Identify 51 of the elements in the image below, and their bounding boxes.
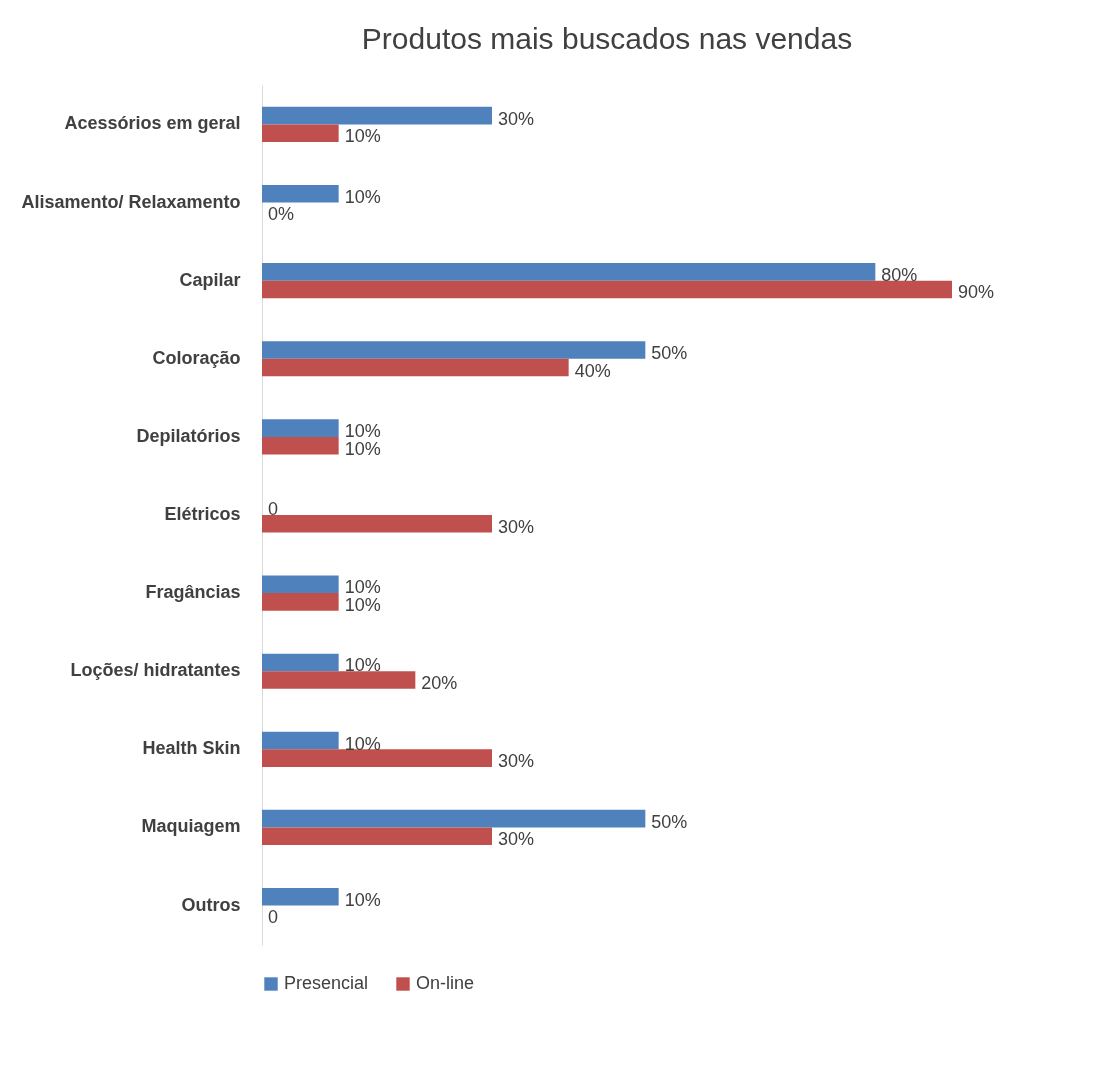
y-tick-label: Maquiagem bbox=[141, 816, 241, 837]
bar bbox=[262, 653, 339, 672]
y-tick-label: Depilatórios bbox=[136, 425, 241, 446]
bar bbox=[262, 671, 416, 689]
data-label: 10% bbox=[344, 126, 381, 147]
bar bbox=[262, 358, 569, 377]
data-label: 40% bbox=[574, 360, 611, 381]
data-label: 10% bbox=[344, 655, 381, 676]
chart-title: Produtos mais buscados nas vendas bbox=[361, 22, 853, 55]
y-tick-label: Coloração bbox=[152, 347, 241, 368]
legend-label: On-line bbox=[416, 973, 475, 993]
bar bbox=[262, 124, 339, 143]
bar bbox=[262, 749, 492, 767]
bar bbox=[262, 827, 492, 846]
data-label: 10% bbox=[344, 889, 381, 910]
y-tick-label: Alisamento/ Relaxamento bbox=[21, 191, 241, 212]
bar bbox=[262, 184, 339, 203]
data-label: 0 bbox=[268, 907, 279, 928]
data-label: 90% bbox=[958, 282, 995, 303]
legend-label: Presencial bbox=[284, 973, 369, 993]
bar bbox=[262, 341, 646, 359]
bar bbox=[262, 887, 339, 906]
data-label: 50% bbox=[651, 342, 688, 363]
data-label: 30% bbox=[498, 751, 535, 772]
bar bbox=[262, 593, 339, 611]
bar bbox=[262, 809, 646, 828]
data-label: 10% bbox=[344, 733, 381, 754]
bar bbox=[262, 263, 876, 281]
data-label: 50% bbox=[651, 811, 688, 832]
y-tick-label: Acessórios em geral bbox=[64, 113, 241, 134]
bar bbox=[262, 106, 492, 125]
bar bbox=[262, 436, 339, 455]
data-label: 0 bbox=[268, 499, 279, 520]
y-tick-label: Fragâncias bbox=[145, 582, 241, 603]
data-label: 10% bbox=[344, 186, 381, 207]
y-tick-label: Outros bbox=[181, 894, 241, 915]
data-label: 30% bbox=[498, 108, 535, 129]
bar bbox=[262, 731, 339, 750]
data-label: 20% bbox=[421, 673, 458, 694]
y-tick-label: Health Skin bbox=[142, 738, 241, 759]
data-label: 30% bbox=[498, 829, 535, 850]
data-label: 30% bbox=[498, 516, 535, 537]
data-label: 80% bbox=[881, 264, 918, 285]
bar bbox=[262, 280, 952, 299]
y-tick-label: Capilar bbox=[179, 269, 241, 290]
bar bbox=[262, 515, 492, 533]
y-tick-label: Loções/ hidratantes bbox=[70, 660, 241, 681]
y-tick-label: Elétricos bbox=[164, 504, 241, 524]
bar bbox=[262, 419, 339, 437]
data-label: 0% bbox=[268, 204, 295, 225]
bar bbox=[262, 575, 339, 594]
